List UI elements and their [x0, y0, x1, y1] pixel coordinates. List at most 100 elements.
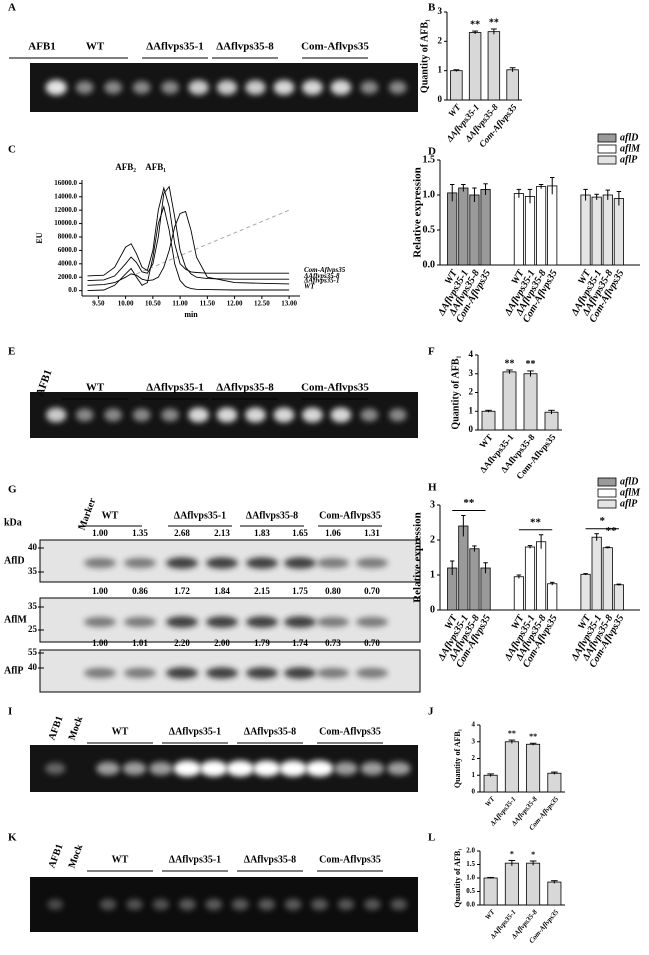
y-tick-label: 0.0: [68, 286, 77, 294]
lane-label: Com-Aflvps35: [319, 854, 381, 865]
error-bar: [594, 533, 599, 541]
y-tick-label: 2.0: [466, 847, 475, 855]
panel-letter: E: [8, 346, 15, 358]
lane-label: AFB1: [28, 41, 56, 53]
panel-letter: A: [8, 2, 16, 14]
bar: [504, 862, 519, 906]
panel-letter: D: [428, 146, 436, 158]
panel-letter: G: [8, 484, 17, 496]
y-axis-label: Quantity of AFB₁: [419, 19, 430, 93]
error-bar: [538, 534, 544, 549]
error-bar: [487, 876, 494, 879]
y-tick-label: 6000.0: [58, 246, 78, 254]
gel-spot: [360, 81, 379, 94]
band-ratio: 1.06: [325, 528, 341, 538]
gel-spot: [188, 80, 209, 95]
x-tick-label: 12.00: [227, 300, 243, 308]
significance: **: [530, 516, 542, 528]
band-ratio: 0.70: [364, 638, 380, 648]
bar: [458, 187, 469, 266]
x-tick-label: 9.50: [92, 300, 105, 308]
gel-spot: [364, 898, 381, 911]
y-tick-label: 10000.0: [54, 219, 77, 227]
y-tick-label: 0: [469, 424, 474, 434]
gel-spot: [122, 761, 147, 776]
bar: [513, 576, 524, 611]
band-ratio: 2.68: [174, 528, 190, 538]
blot-band: [356, 616, 388, 628]
gel-spot: [302, 407, 323, 423]
gel-spot: [173, 760, 202, 777]
error-bar: [472, 30, 479, 34]
y-tick-label: 4: [469, 349, 474, 359]
bar: [591, 536, 602, 611]
legend-label: aflM: [620, 487, 641, 498]
y-tick-label: 2000.0: [58, 273, 78, 281]
gel-spot: [152, 898, 170, 911]
x-tick-label: 10.00: [118, 300, 134, 308]
error-bar: [490, 28, 497, 35]
error-bar: [483, 562, 488, 574]
gel-spot: [104, 408, 122, 422]
lane-label: Com-Aflvps35: [319, 726, 381, 737]
trace-line: [87, 186, 290, 277]
bar: [524, 195, 536, 266]
error-bar: [509, 67, 516, 72]
blot-band: [206, 667, 238, 679]
gel-spot: [284, 898, 302, 911]
gel-spot: [252, 760, 281, 777]
bar: [483, 774, 498, 793]
y-tick-label: 0: [472, 788, 476, 796]
error-bar: [453, 69, 460, 72]
unit-label: kDa: [4, 517, 22, 528]
gel-spot: [245, 407, 266, 423]
gel-spot: [273, 79, 295, 96]
size-label: 40: [28, 542, 38, 552]
blot-band: [166, 616, 198, 628]
x-tick-label: WT: [484, 795, 497, 809]
x-tick-label: WT: [477, 432, 494, 450]
y-tick-label: 3: [472, 737, 476, 745]
blot-band: [166, 667, 198, 679]
y-tick-label: 2: [472, 754, 476, 762]
blot-band: [317, 667, 349, 679]
y-tick-label: 4000.0: [58, 259, 78, 267]
y-axis-label: Quantity of AFB₁: [453, 728, 462, 788]
error-bar: [551, 880, 558, 884]
band-ratio: 1.83: [254, 528, 270, 538]
panel-letter: L: [428, 832, 435, 844]
lane-label: AFB1: [47, 715, 66, 742]
band-ratio: 0.86: [132, 586, 148, 596]
gel-spot: [388, 408, 407, 422]
gel-spot: [390, 898, 408, 911]
gel-spot: [199, 760, 228, 777]
gel-spot: [387, 761, 411, 776]
group-label: ΔAflvps35-1: [174, 510, 226, 521]
lane-label: ΔAflvps35-1: [146, 382, 204, 394]
x-axis-label: min: [184, 310, 198, 319]
lane-label: ΔAflvps35-1: [146, 41, 204, 53]
bar: [502, 371, 517, 431]
band-ratio: 1.35: [132, 528, 148, 538]
gel-spot: [360, 761, 385, 776]
error-bar: [616, 583, 622, 586]
gel-spot: [149, 761, 173, 776]
band-ratio: 0.73: [325, 638, 341, 648]
gel-spot: [334, 761, 358, 776]
gel-spot: [388, 81, 407, 94]
lane-label: WT: [86, 41, 105, 53]
gel-spot: [126, 898, 143, 911]
gel-spot: [161, 408, 179, 422]
blot-band: [124, 667, 156, 679]
x-tick-label: WT: [446, 102, 463, 119]
band-ratio: 2.20: [174, 638, 190, 648]
y-tick-label: 4: [472, 721, 476, 729]
error-bar: [508, 859, 516, 866]
trace-label: ΔAflvps35-8: [303, 272, 340, 280]
gel-spot: [178, 898, 196, 911]
panel-letter: B: [428, 2, 436, 14]
bar: [526, 743, 541, 793]
gel-spot: [330, 79, 352, 96]
bar: [591, 196, 602, 266]
band-ratio: 1.79: [254, 638, 270, 648]
